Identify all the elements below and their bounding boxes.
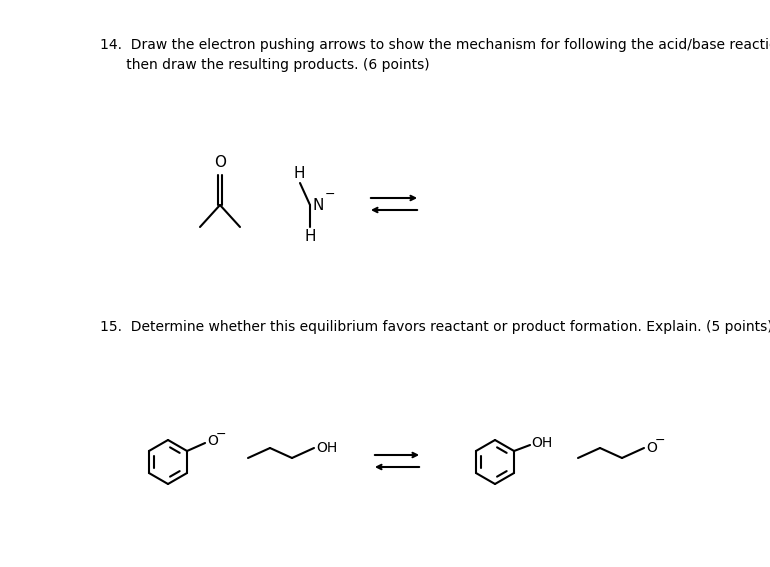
Text: −: −: [655, 434, 665, 446]
Text: −: −: [325, 188, 336, 201]
Text: OH: OH: [316, 441, 337, 455]
Text: OH: OH: [531, 436, 552, 450]
Text: 15.  Determine whether this equilibrium favors reactant or product formation. Ex: 15. Determine whether this equilibrium f…: [100, 320, 770, 334]
Text: 14.  Draw the electron pushing arrows to show the mechanism for following the ac: 14. Draw the electron pushing arrows to …: [100, 38, 770, 71]
Text: H: H: [304, 229, 316, 244]
Text: −: −: [216, 428, 226, 441]
Text: H: H: [293, 166, 305, 181]
Text: O: O: [214, 155, 226, 170]
Text: O: O: [646, 441, 657, 455]
Text: O: O: [207, 434, 218, 448]
Text: N: N: [313, 197, 324, 213]
